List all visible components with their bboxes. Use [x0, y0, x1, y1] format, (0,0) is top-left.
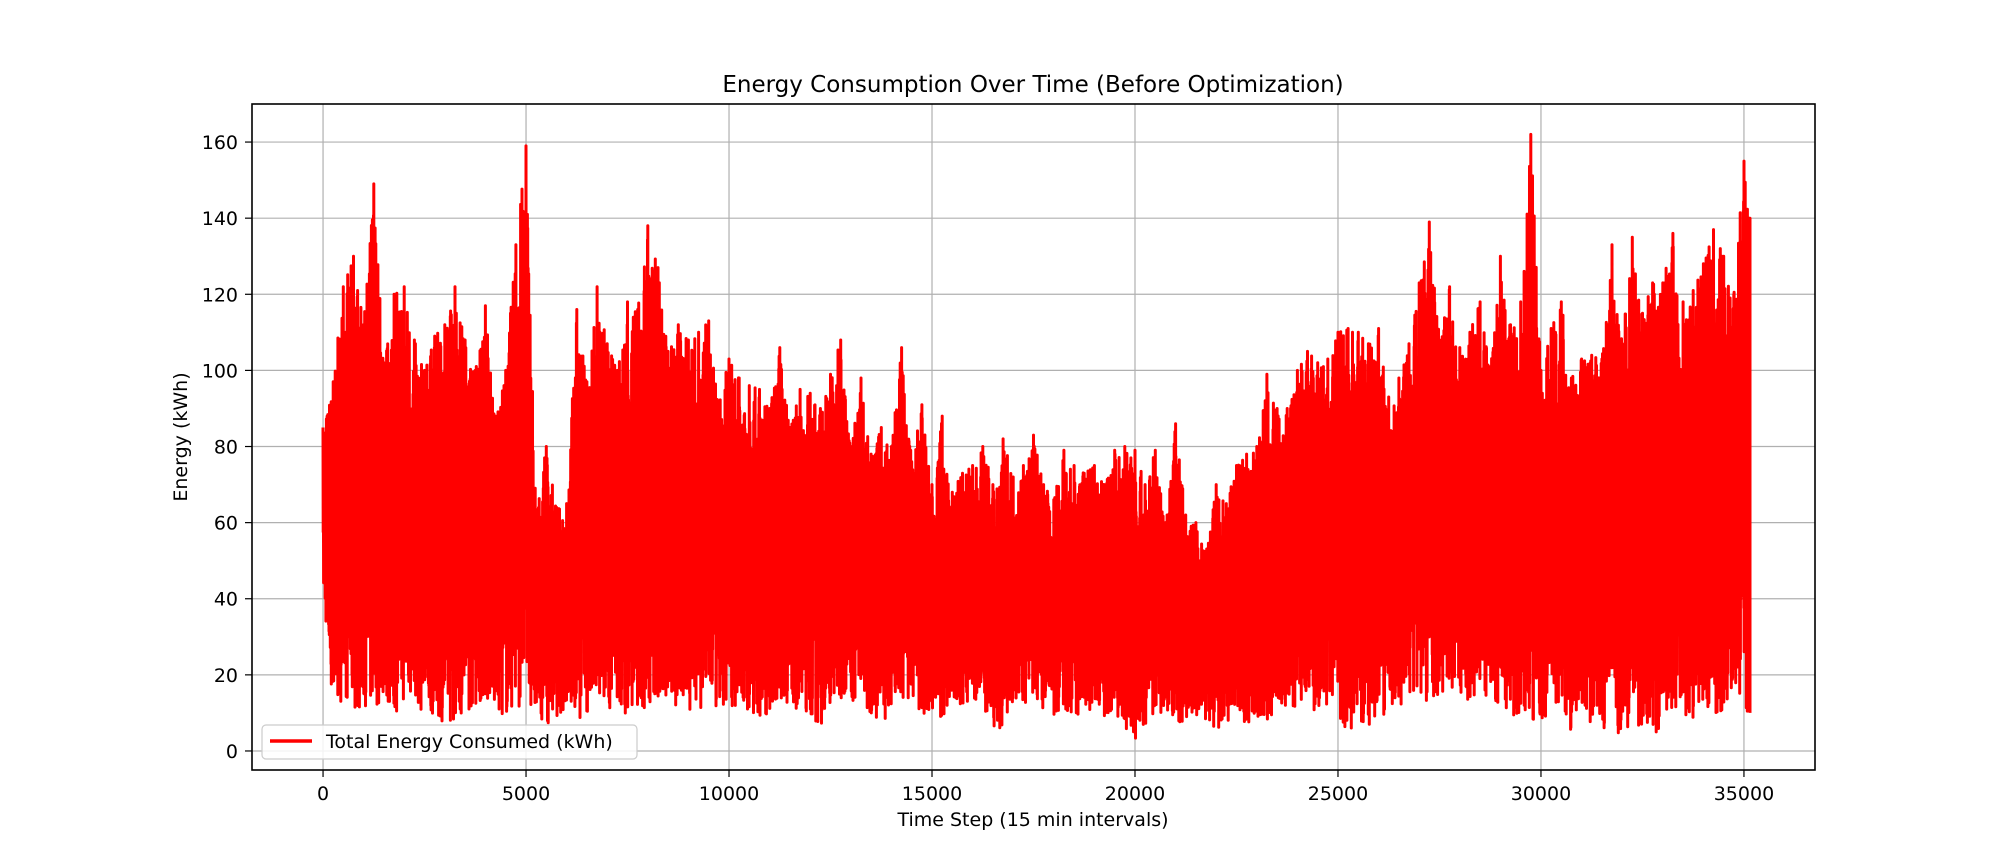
x-tick-label: 30000	[1511, 783, 1571, 805]
y-axis-label: Energy (kWh)	[170, 372, 192, 501]
x-tick-label: 25000	[1308, 783, 1368, 805]
x-tick-label: 5000	[502, 783, 550, 805]
series-layer	[321, 132, 1752, 740]
series-line-total-energy	[321, 132, 1752, 740]
x-tick-label: 15000	[902, 783, 962, 805]
axis-ticks: 0 5000 10000 15000 20000 25000 30000 35000 0 20 40…	[202, 132, 1774, 805]
x-tick-label: 10000	[699, 783, 759, 805]
legend-box	[261, 724, 638, 760]
legend-label: Total Energy Consumed (kWh)	[325, 731, 613, 753]
y-tick-label: 160	[202, 132, 238, 154]
y-tick-label: 100	[202, 360, 238, 382]
y-tick-label: 80	[214, 437, 238, 459]
chart-title: Energy Consumption Over Time (Before Opt…	[722, 72, 1343, 98]
y-tick-label: 20	[214, 665, 238, 687]
x-tick-label: 0	[317, 783, 329, 805]
plot-frame	[251, 103, 1816, 771]
y-tick-label: 60	[214, 513, 238, 535]
legend: Total Energy Consumed (kWh)	[261, 724, 638, 760]
x-tick-label: 35000	[1714, 783, 1774, 805]
x-axis-label: Time Step (15 min intervals)	[896, 809, 1168, 831]
y-tick-label: 120	[202, 284, 238, 306]
y-tick-label: 0	[226, 741, 238, 763]
y-tick-label: 40	[214, 589, 238, 611]
y-tick-label: 140	[202, 208, 238, 230]
x-tick-label: 20000	[1105, 783, 1165, 805]
